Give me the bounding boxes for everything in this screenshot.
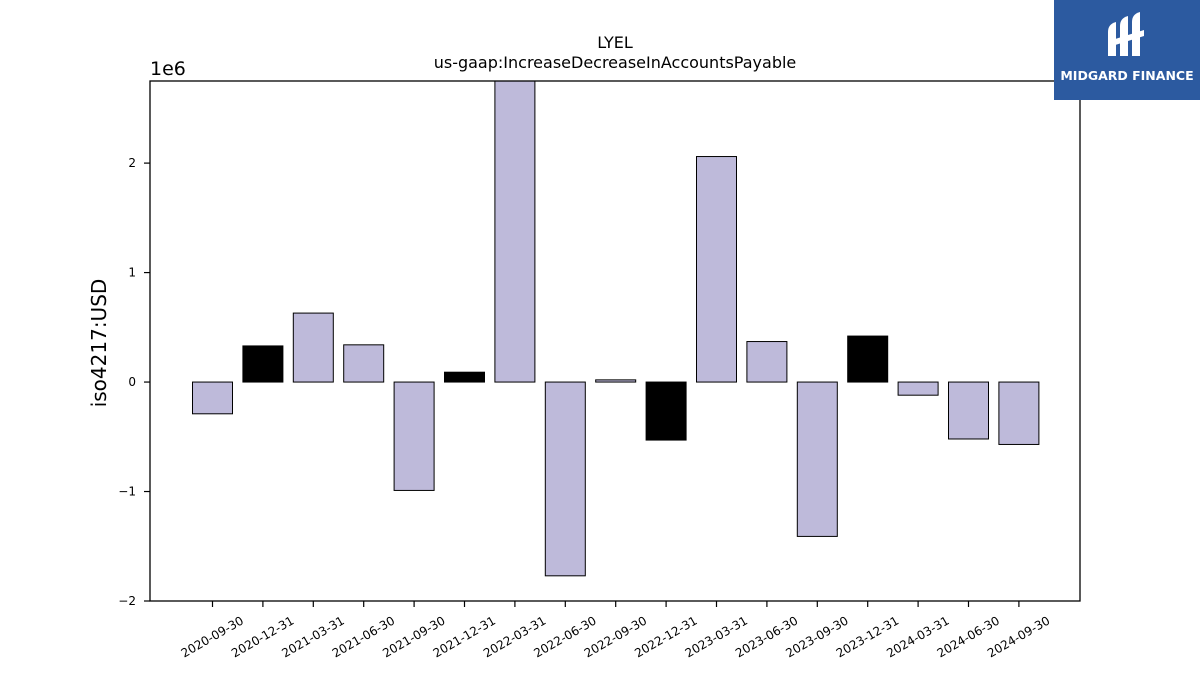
logo-text: MIDGARD FINANCE <box>1060 68 1194 83</box>
bar-2024-09-30 <box>998 381 1040 445</box>
y-tick-label: 0 <box>128 375 136 389</box>
y-tick-label: −1 <box>118 485 136 499</box>
bar-2023-03-31 <box>696 156 737 383</box>
bar-2023-12-31 <box>847 335 889 383</box>
bar-2022-03-31 <box>494 80 536 383</box>
bar-2024-03-31 <box>897 381 939 396</box>
y-multiplier-label: 1e6 <box>150 58 186 80</box>
bar-2022-12-31 <box>645 381 687 441</box>
y-tick-label: 2 <box>128 156 136 170</box>
midgard-logo-icon <box>1108 12 1144 56</box>
y-tick-label: 1 <box>128 266 136 280</box>
chart-subtitle: us-gaap:IncreaseDecreaseInAccountsPayabl… <box>434 53 797 72</box>
bar-2023-06-30 <box>746 341 788 383</box>
plot-frame <box>149 80 1081 602</box>
bar-2020-09-30 <box>192 381 233 415</box>
bar-2023-09-30 <box>796 381 838 537</box>
bar-2024-06-30 <box>948 381 989 440</box>
bar-2021-06-30 <box>343 344 385 383</box>
chart-title: LYEL <box>597 33 633 52</box>
bar-2022-06-30 <box>544 381 586 577</box>
bar-2022-09-30 <box>595 379 637 383</box>
bar-2020-12-31 <box>242 345 284 383</box>
y-tick-label: −2 <box>118 594 136 608</box>
brand-logo: MIDGARD FINANCE <box>1054 0 1200 100</box>
bar-2021-09-30 <box>393 381 435 491</box>
y-axis-label: iso4217:USD <box>87 279 111 408</box>
bar-2021-12-31 <box>444 371 485 383</box>
bar-2021-03-31 <box>292 312 334 383</box>
